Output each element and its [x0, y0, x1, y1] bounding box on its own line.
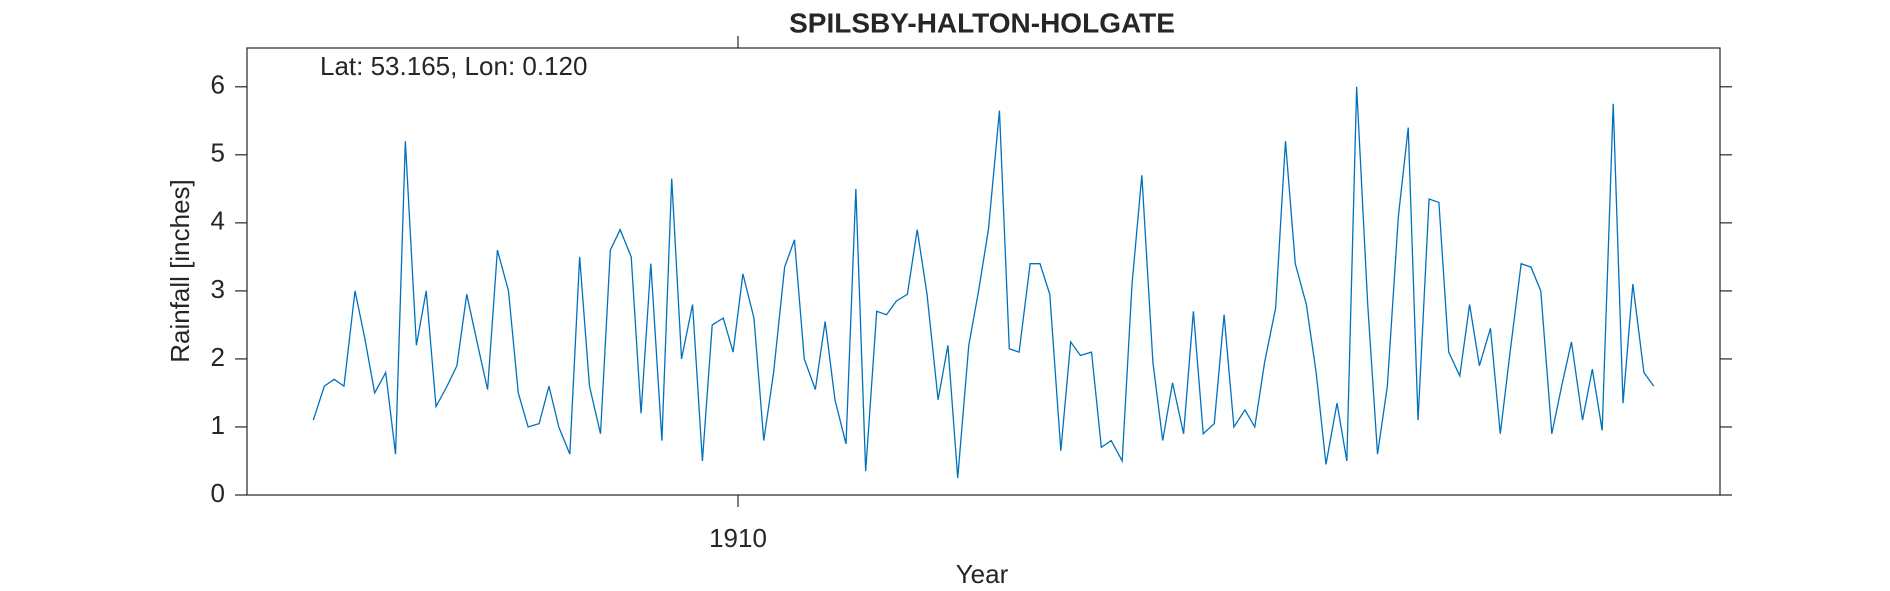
chart-title: SPILSBY-HALTON-HOLGATE — [789, 7, 1175, 38]
annotation: Lat: 53.165, Lon: 0.120 — [320, 51, 587, 81]
y-tick-label: 0 — [211, 478, 225, 508]
x-axis-label: Year — [956, 559, 1009, 589]
y-tick-label: 4 — [211, 206, 225, 236]
y-tick-label: 2 — [211, 342, 225, 372]
y-tick-label: 6 — [211, 70, 225, 100]
y-tick-label: 5 — [211, 138, 225, 168]
y-tick-label: 1 — [211, 410, 225, 440]
plot-box — [246, 47, 1721, 496]
x-tick-label: 1910 — [709, 523, 767, 553]
y-tick-label: 3 — [211, 274, 225, 304]
y-axis-label: Rainfall [inches] — [165, 179, 195, 363]
data-line — [312, 86, 1655, 479]
